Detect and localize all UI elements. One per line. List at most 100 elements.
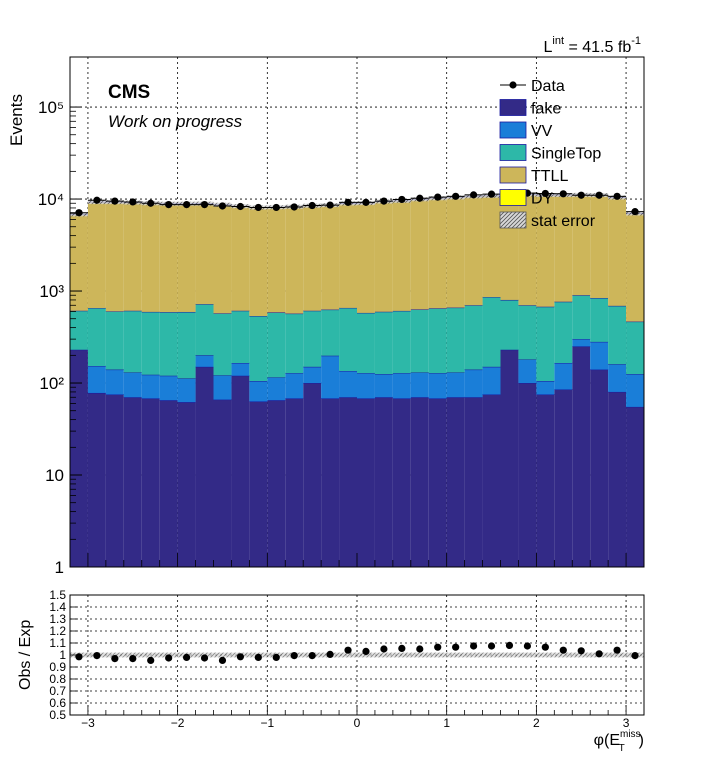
data-point [200, 201, 209, 209]
ratio-y-tick-label: 0.5 [49, 708, 66, 722]
data-point [165, 201, 173, 209]
ratio-point [631, 652, 639, 660]
ratio-y-tick-label: 0.9 [49, 660, 66, 674]
bar-singletop [482, 297, 501, 367]
bar-vv [518, 359, 537, 384]
bar-singletop [213, 313, 232, 376]
legend-label: Data [531, 78, 565, 95]
bar-singletop [518, 305, 537, 360]
bar-fake [374, 397, 393, 567]
data-point [218, 202, 227, 210]
bar-ttll [285, 206, 304, 314]
legend-marker-point [509, 81, 517, 89]
data-point [595, 191, 603, 199]
bar-vv [321, 355, 340, 399]
x-tick-label: 2 [533, 716, 540, 730]
ratio-point [129, 655, 137, 663]
bar-fake [213, 399, 232, 567]
x-axis-label: φ(Emiss T) [594, 729, 644, 754]
bar-singletop [626, 321, 644, 375]
bar-vv [123, 372, 142, 398]
bar-singletop [177, 311, 196, 379]
ratio-y-tick-label: 0.7 [49, 684, 66, 698]
ratio-point [182, 653, 191, 662]
ratio-error-bin [446, 652, 465, 658]
bar-singletop [410, 309, 429, 373]
bar-ttll [482, 195, 501, 298]
legend-entry-ttll: TTLL [499, 166, 568, 185]
bar-fake [428, 398, 447, 567]
ratio-error-bin [464, 652, 483, 658]
ratio-point [362, 647, 370, 656]
ratio-error-bin [572, 652, 591, 658]
bar-fake [195, 366, 214, 567]
bar-fake [410, 397, 429, 567]
ratio-error-bin [392, 652, 411, 658]
bar-fake [572, 346, 591, 567]
bar-vv [374, 374, 393, 398]
bar-ttll [70, 214, 88, 311]
bar-singletop [536, 306, 555, 382]
bar-singletop [374, 311, 393, 375]
legend-entry-dy: DY [499, 189, 554, 208]
bar-singletop [267, 312, 286, 378]
ratio-error-bin [374, 652, 393, 658]
bar-singletop [231, 310, 250, 364]
ratio-point [93, 652, 101, 660]
bar-singletop [159, 312, 178, 376]
ratio-point [487, 642, 496, 650]
data-point [416, 194, 424, 202]
main-x-ticks [69, 553, 645, 567]
ratio-point [577, 647, 585, 655]
bar-fake [123, 397, 142, 567]
bar-ttll [500, 194, 519, 300]
bar-fake [177, 402, 196, 567]
data-point [577, 191, 585, 199]
bar-vv [357, 373, 375, 399]
bar-singletop [123, 310, 142, 373]
bar-ttll [339, 203, 357, 308]
data-point [469, 191, 478, 199]
data-point [182, 201, 191, 209]
bar-fake [105, 394, 124, 567]
data-point [147, 199, 155, 207]
bar-fake [554, 389, 573, 567]
ratio-y-tick-label: 1.4 [49, 600, 66, 614]
bar-fake [267, 400, 286, 567]
bar-vv [213, 375, 232, 400]
bar-vv [339, 371, 357, 398]
bar-singletop [464, 305, 483, 370]
bar-ttll [87, 202, 106, 309]
bar-ttll [608, 197, 627, 306]
legend-label: DY [531, 191, 554, 208]
data-point [272, 203, 280, 212]
bar-vv [87, 366, 106, 393]
ratio-error-band [70, 652, 644, 658]
ratio-point [469, 642, 478, 650]
bar-vv [303, 366, 322, 384]
ratio-error-bin [500, 652, 519, 658]
bar-fake [141, 398, 160, 567]
bar-vv [195, 355, 214, 367]
ratio-error-bin [213, 652, 232, 658]
ratio-point [452, 643, 460, 651]
bar-singletop [141, 311, 160, 375]
ratio-point [111, 655, 119, 663]
bar-ttll [177, 203, 196, 312]
ratio-y-ticks: 0.50.60.70.80.911.11.21.31.41.5 [49, 588, 78, 722]
bar-vv [392, 373, 411, 399]
ratio-point [541, 643, 549, 651]
bar-singletop [195, 304, 214, 356]
bar-ttll [141, 203, 160, 312]
ratio-point [434, 643, 442, 651]
bar-singletop [500, 299, 519, 350]
bar-singletop [70, 310, 88, 350]
y-tick-label: 10 [45, 466, 64, 485]
x-tick-label: −3 [81, 716, 95, 730]
ratio-y-tick-label: 0.6 [49, 696, 66, 710]
ratio-error-bin [339, 652, 357, 658]
bar-ttll [249, 207, 268, 317]
bar-ttll [213, 204, 232, 314]
ratio-error-bin [554, 652, 573, 658]
